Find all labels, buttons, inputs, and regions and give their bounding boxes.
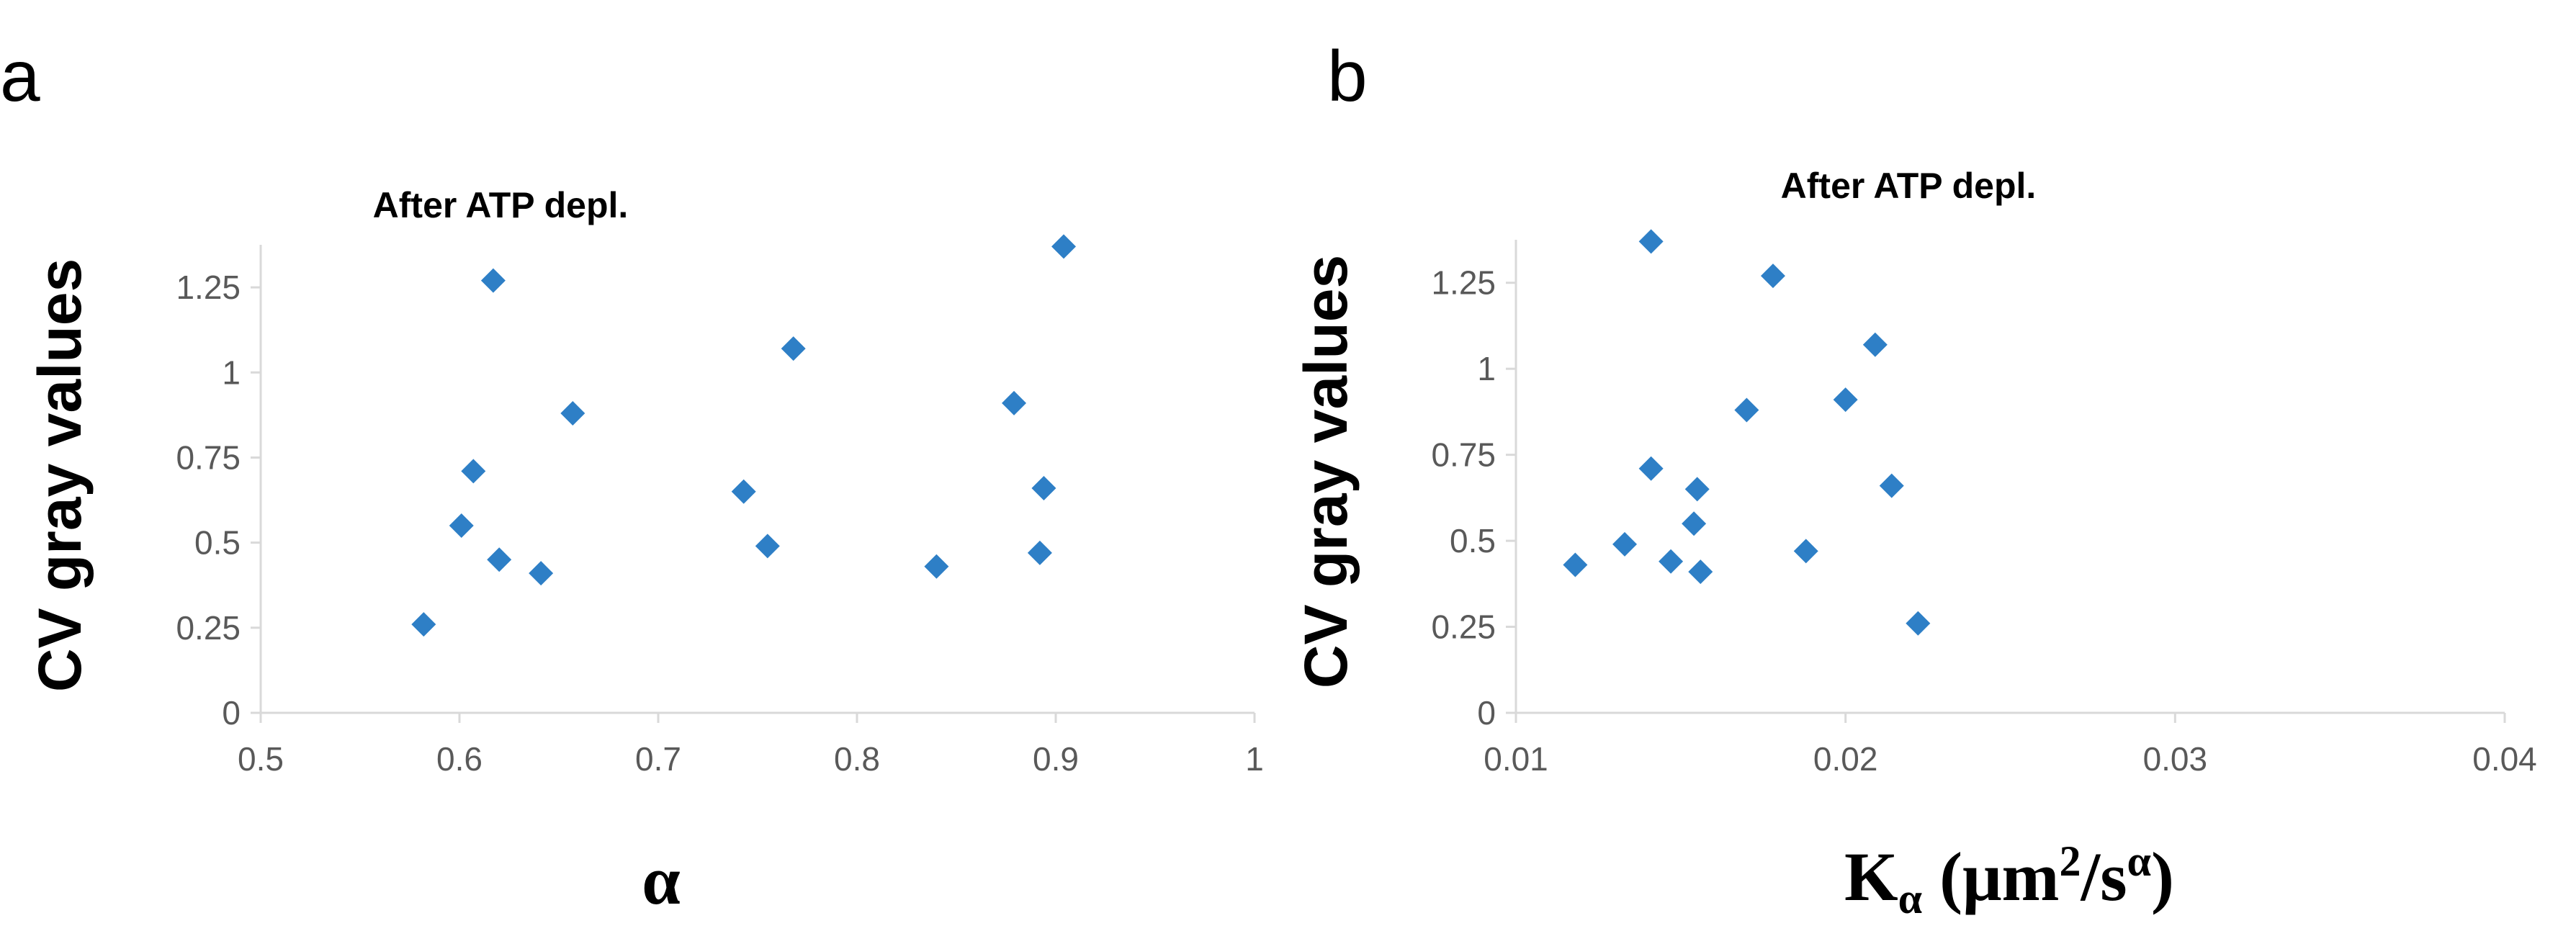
- data-point: [781, 336, 806, 361]
- data-point: [1563, 552, 1588, 577]
- x-tick-label: 0.7: [635, 740, 681, 778]
- data-point: [1638, 229, 1664, 254]
- panel-a-xlabel: α: [642, 842, 681, 919]
- data-point: [1031, 476, 1056, 500]
- data-point: [480, 268, 506, 293]
- data-point: [1682, 511, 1707, 536]
- data-point: [1612, 531, 1638, 557]
- x-tick-label: 0.6: [436, 740, 483, 778]
- data-point: [924, 554, 949, 579]
- x-tick-label: 0.01: [1484, 740, 1548, 778]
- data-point: [1659, 549, 1684, 574]
- y-tick-label: 0: [222, 694, 241, 732]
- panel-b-xlabel-end: ): [2151, 838, 2174, 915]
- panel-b-xlabel-sup2: α: [2127, 837, 2152, 885]
- x-tick-label: 0.04: [2472, 740, 2537, 778]
- panel-b-x-tick-labels: 0.01 0.02 0.03 0.04: [1484, 713, 2537, 778]
- data-point: [1793, 539, 1818, 564]
- panel-a-ylabel: CV gray values: [26, 258, 94, 692]
- x-tick-label: 0.03: [2143, 740, 2208, 778]
- panel-a-data-points: [411, 234, 1077, 637]
- y-tick-label: 1.25: [176, 269, 241, 306]
- data-point: [1760, 264, 1785, 289]
- data-point: [1734, 397, 1759, 423]
- data-point: [1833, 387, 1858, 413]
- panel-a: a After ATP depl. CV gray values α 0.5 0.…: [0, 36, 1264, 919]
- panel-a-title: After ATP depl.: [373, 185, 629, 225]
- data-point: [731, 479, 756, 504]
- data-point: [755, 534, 780, 559]
- data-point: [487, 547, 512, 572]
- data-point: [1684, 477, 1710, 502]
- panel-b-xlabel-main: K: [1844, 838, 1898, 915]
- panel-a-x-tick-labels: 0.5 0.6 0.7 0.8 0.9 1: [238, 713, 1264, 778]
- y-tick-label: 0.75: [176, 438, 241, 476]
- y-tick-label: 1: [222, 354, 241, 391]
- panel-b-ylabel: CV gray values: [1292, 255, 1360, 688]
- data-point: [1862, 332, 1888, 357]
- y-tick-label: 0: [1477, 694, 1496, 732]
- data-point: [1906, 611, 1931, 636]
- panel-b-xlabel-rest: (μm: [1922, 838, 2059, 915]
- data-point: [1638, 456, 1664, 481]
- panel-a-y-tick-labels: 0 0.25 0.5 0.75 1 1.25: [176, 269, 261, 732]
- panel-b-xlabel: Kα (μm2/sα): [1844, 837, 2174, 922]
- panel-b-xlabel-sup1: 2: [2060, 837, 2081, 885]
- data-point: [1688, 559, 1713, 585]
- data-point: [529, 561, 554, 586]
- panel-b-letter: b: [1327, 36, 1368, 117]
- y-tick-label: 0.25: [1431, 608, 1496, 646]
- y-tick-label: 0.25: [176, 609, 241, 647]
- data-point: [411, 612, 436, 637]
- data-point: [1002, 390, 1027, 415]
- x-tick-label: 0.8: [834, 740, 880, 778]
- x-tick-label: 0.02: [1813, 740, 1878, 778]
- x-tick-label: 0.5: [238, 740, 284, 778]
- y-tick-label: 0.5: [194, 524, 241, 562]
- panel-b-y-tick-labels: 0 0.25 0.5 0.75 1 1.25: [1431, 264, 1516, 732]
- data-point: [1879, 473, 1904, 498]
- x-tick-label: 0.9: [1033, 740, 1079, 778]
- data-point: [461, 459, 486, 484]
- y-tick-label: 0.5: [1450, 522, 1496, 559]
- data-point: [449, 513, 474, 538]
- panel-b-xlabel-sub: α: [1898, 875, 1923, 922]
- x-tick-label: 1: [1245, 740, 1264, 778]
- y-tick-label: 1.25: [1431, 264, 1496, 302]
- data-point: [1027, 540, 1052, 565]
- y-tick-label: 1: [1477, 350, 1496, 387]
- panel-b: b After ATP depl. CV gray values Kα (μm2…: [1292, 36, 2537, 922]
- panel-b-data-points: [1563, 229, 1931, 636]
- y-tick-label: 0.75: [1431, 436, 1496, 474]
- data-point: [1051, 234, 1077, 259]
- panel-b-title: After ATP depl.: [1781, 166, 2037, 206]
- data-point: [560, 401, 585, 426]
- panel-a-letter: a: [0, 36, 40, 117]
- panel-b-xlabel-mid: /s: [2081, 838, 2127, 915]
